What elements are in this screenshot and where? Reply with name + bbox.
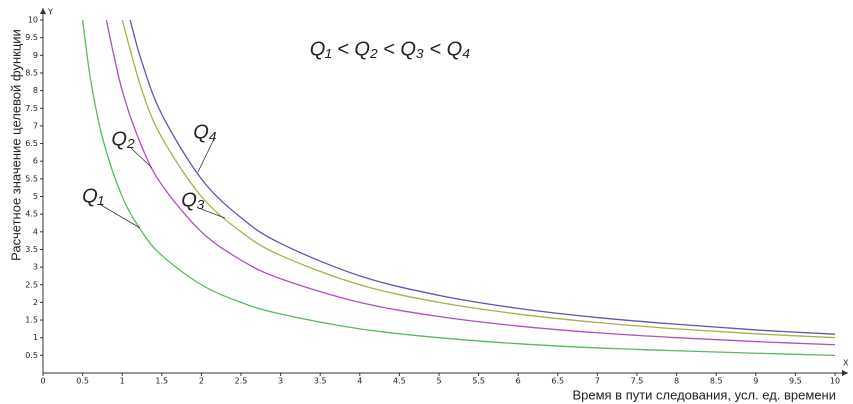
label-leader [197,140,214,173]
x-tick-label: 5 [436,377,441,386]
series-label: Q₃ [181,189,205,211]
series-label: Q₄ [193,121,217,143]
series-line [105,19,836,346]
y-arrow [40,8,46,14]
x-tick-label: 7 [595,377,600,386]
x-tick-label: 9 [753,377,758,386]
x-tick-label: 10 [830,377,840,386]
y-tick-label: 2 [33,298,38,307]
x-axis-letter: X [843,359,849,368]
x-tick-label: 8 [674,377,679,386]
x-tick-label: 3 [278,377,283,386]
y-tick-label: 7 [33,121,38,130]
y-tick-label: 1 [33,333,38,342]
series-line [129,19,836,335]
series-line [81,19,836,356]
series-line [121,19,836,339]
x-tick-label: 6.5 [551,377,564,386]
y-tick-label: 8 [33,86,38,95]
x-tick-label: 1 [120,377,125,386]
x-tick-label: 9.5 [789,377,802,386]
y-tick-label: 5.5 [25,174,38,183]
x-tick-label: 2.5 [235,377,248,386]
label-leader [130,147,153,169]
annotation: Q₁ < Q₂ < Q₃ < Q₄ [310,38,471,60]
x-tick-label: 3.5 [314,377,327,386]
y-tick-label: 9.5 [25,33,38,42]
y-tick-label: 1.5 [25,316,38,325]
series-label: Q₁ [82,185,104,207]
y-tick-label: 5 [33,192,38,201]
x-tick-label: 7.5 [631,377,644,386]
y-axis-title: Расчетное значение целевой функции [8,29,23,261]
y-tick-label: 3 [33,263,38,272]
y-tick-label: 6 [33,157,38,166]
x-tick-label: 1.5 [155,377,168,386]
y-tick-label: 3.5 [25,245,38,254]
y-tick-label: 10 [28,16,38,25]
y-tick-label: 4 [33,227,38,236]
label-leader [200,208,226,219]
x-tick-label: 4.5 [393,377,406,386]
y-tick-label: 4.5 [25,210,38,219]
x-arrow [842,370,848,376]
series-label: Q₂ [111,128,135,150]
x-tick-label: 5.5 [472,377,485,386]
x-tick-label: 6 [516,377,521,386]
x-tick-label: 0.5 [76,377,89,386]
x-tick-label: 2 [199,377,204,386]
y-tick-label: 9 [33,51,38,60]
y-tick-label: 8.5 [25,68,38,77]
y-tick-label: 2.5 [25,280,38,289]
x-axis-title: Время в пути следования, усл. ед. времен… [572,387,836,402]
x-tick-label: 0 [40,377,45,386]
y-tick-label: 6.5 [25,139,38,148]
label-leader [100,204,141,229]
x-tick-label: 8.5 [710,377,723,386]
y-tick-label: 7.5 [25,104,38,113]
x-tick-label: 4 [357,377,362,386]
y-tick-label: 0.5 [25,351,38,360]
y-axis-letter: Y [47,8,53,17]
